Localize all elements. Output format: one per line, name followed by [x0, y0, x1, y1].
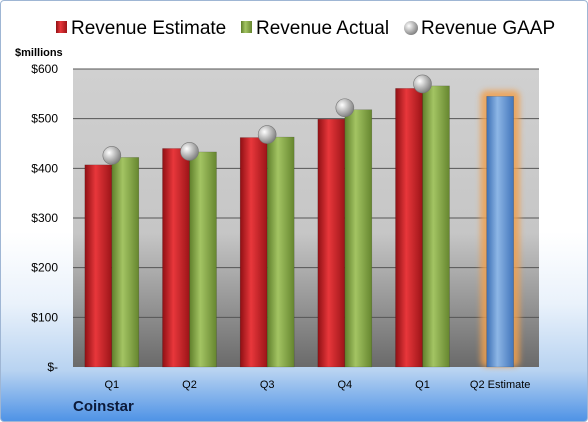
marker-revenue-gaap — [257, 125, 277, 144]
legend-label-revenue-actual: Revenue Actual — [256, 18, 389, 39]
bar-revenue-actual — [422, 85, 450, 368]
x-category-label: Q1 — [415, 379, 430, 391]
legend-swatch-revenue-actual — [241, 21, 252, 33]
marker-revenue-gaap — [180, 142, 199, 161]
bar-revenue-actual — [344, 109, 373, 368]
y-axis-ticks: $- $100 $200 $300 $400 $500 $600 — [31, 62, 58, 374]
legend: Revenue Estimate Revenue Actual Revenue … — [56, 18, 555, 39]
bar-revenue-actual — [266, 136, 295, 368]
y-tick-label: $300 — [31, 211, 58, 225]
y-tick-label: $100 — [31, 310, 58, 324]
y-axis-unit-label: $millions — [15, 47, 63, 59]
bar-revenue-estimate — [162, 148, 190, 368]
legend-label-revenue-estimate: Revenue Estimate — [71, 18, 226, 39]
marker-revenue-gaap — [102, 146, 122, 165]
bar-revenue-estimate — [239, 137, 268, 368]
x-category-label: Q1 — [104, 379, 119, 391]
bars — [84, 85, 520, 368]
y-tick-label: $- — [47, 360, 58, 374]
y-tick-label: $400 — [31, 161, 58, 175]
marker-revenue-gaap — [413, 74, 432, 94]
legend-label-revenue-gaap: Revenue GAAP — [421, 18, 555, 39]
legend-marker-revenue-gaap — [404, 21, 418, 35]
legend-swatch-revenue-estimate — [56, 21, 67, 33]
y-tick-label: $500 — [31, 112, 58, 126]
bar-revenue-estimate — [84, 164, 113, 368]
bar-revenue-actual — [189, 151, 217, 368]
gaap-markers — [102, 74, 432, 165]
bar-revenue-actual — [111, 157, 140, 368]
x-category-label: Q2 — [182, 379, 197, 391]
x-category-label: Q4 — [337, 379, 352, 391]
bar-revenue-q2-estimate — [486, 96, 514, 368]
y-tick-label: $200 — [31, 261, 58, 275]
x-axis-categories: Q1 Q2 Q3 Q4 Q1 Q2 Estimate — [104, 379, 530, 391]
bar-revenue-estimate — [395, 88, 423, 368]
bar-revenue-estimate — [317, 118, 346, 368]
y-tick-label: $600 — [31, 62, 58, 76]
company-name: Coinstar — [73, 398, 134, 415]
gridlines — [73, 68, 539, 318]
x-category-label: Q2 Estimate — [470, 379, 531, 391]
marker-revenue-gaap — [335, 98, 355, 118]
x-category-label: Q3 — [260, 379, 275, 391]
